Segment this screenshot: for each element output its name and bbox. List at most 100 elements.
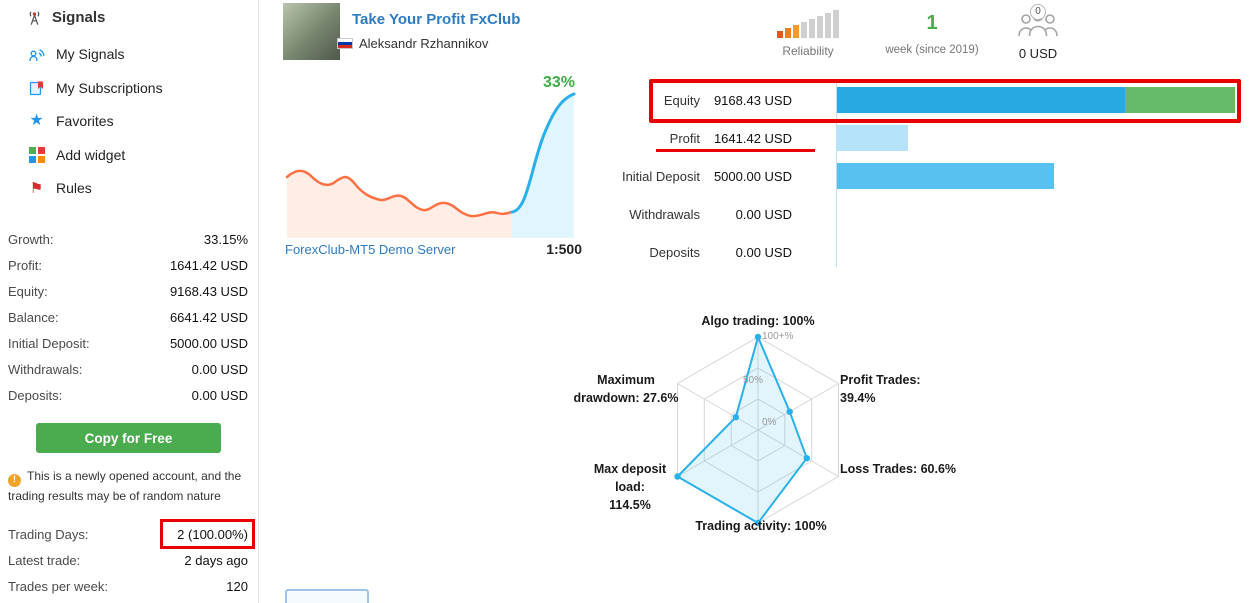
stat-label: Initial Deposit:: [8, 335, 90, 351]
hbar: [837, 125, 909, 151]
radar-ring-label-0: 0%: [762, 417, 777, 428]
stat-label: Trades per week:: [8, 578, 108, 594]
radar-ring-label-50: 50%: [743, 375, 764, 386]
sidebar-item-add-widget[interactable]: Add widget: [28, 144, 125, 166]
signals-antenna-icon: [26, 9, 43, 26]
sidebar-title-signals[interactable]: Signals: [26, 9, 105, 26]
stat-value: 0.00 USD: [191, 361, 248, 377]
author-name-link[interactable]: Aleksandr Rzhannikov: [359, 36, 489, 51]
add-widget-icon: [28, 147, 45, 164]
reliability-label: Reliability: [782, 44, 834, 58]
my-signals-icon: [28, 46, 45, 63]
favorites-star-icon: ★: [29, 112, 44, 129]
sidebar: Signals My Signals My Subscriptions ★ Fa…: [0, 0, 259, 603]
hbar-row: Withdrawals 0.00 USD: [600, 195, 1250, 233]
radar-label-trading-activity: Trading activity: 100%: [695, 519, 827, 533]
russia-flag-icon: [337, 38, 353, 49]
stat-value: 0.00 USD: [191, 387, 248, 403]
stat-value: 1641.42 USD: [169, 257, 248, 273]
my-subscriptions-icon: [28, 80, 45, 97]
sidebar-item-label: Add widget: [56, 147, 126, 163]
radar-label-line: Maximum: [597, 373, 655, 387]
bars-axis-line: [836, 83, 837, 267]
stat-value: 6641.42 USD: [169, 309, 248, 325]
sidebar-item-label: My Signals: [56, 46, 125, 62]
signal-age-block: 1 week (since 2019): [878, 12, 986, 56]
sidebar-title-label: Signals: [52, 9, 106, 26]
subscribers-block: 0 0 USD: [995, 4, 1081, 61]
stat-value: 2 days ago: [184, 552, 248, 568]
radar-label-line: Max deposit load:: [593, 462, 667, 495]
sidebar-item-rules[interactable]: ⚑ Rules: [28, 177, 92, 199]
bar-value: 1641.42 USD: [713, 130, 792, 146]
rules-flag-icon: ⚑: [29, 179, 44, 197]
radar-label-line: 39.4%: [840, 391, 876, 406]
stat-value: 2 (100.00%): [177, 526, 248, 542]
sidebar-item-my-signals[interactable]: My Signals: [28, 43, 124, 65]
signal-title-link[interactable]: Take Your Profit FxClub: [352, 11, 521, 28]
stat-row-deposits: Deposits: 0.00 USD: [8, 382, 248, 408]
bar-value: 0.00 USD: [735, 244, 792, 260]
subscribers-funds: 0 USD: [1018, 46, 1058, 61]
copy-for-free-button[interactable]: Copy for Free: [36, 423, 221, 453]
stat-label: Profit:: [8, 257, 42, 273]
stat-row-latest-trade: Latest trade: 2 days ago: [8, 547, 248, 573]
stat-row-trading-days: Trading Days: 2 (100.00%): [8, 521, 248, 547]
warning-icon: !: [8, 473, 21, 487]
sidebar-item-label: My Subscriptions: [56, 80, 163, 96]
radar-chart: [674, 333, 839, 527]
stat-label: Trading Days:: [8, 526, 89, 542]
hbar: [837, 163, 1054, 189]
hbar-row: Initial Deposit 5000.00 USD: [600, 157, 1250, 195]
hbar-row: Deposits 0.00 USD: [600, 233, 1250, 271]
radar-label-line: 114.5%: [609, 498, 651, 513]
bar-label: Profit: [669, 130, 700, 146]
hbar-row: Profit 1641.42 USD: [600, 119, 1250, 157]
hbar: [837, 87, 1235, 113]
sidebar-item-label: Rules: [56, 180, 92, 196]
stat-value: 5000.00 USD: [169, 335, 248, 351]
stat-label: Equity:: [8, 283, 48, 299]
bar-value: 9168.43 USD: [713, 92, 792, 108]
radar-label-line: Profit Trades:: [840, 373, 921, 387]
stat-row-equity: Equity: 9168.43 USD: [8, 278, 248, 304]
sidebar-item-label: Favorites: [56, 113, 114, 129]
stat-row-growth: Growth: 33.15%: [8, 226, 248, 252]
stat-row-initial-deposit: Initial Deposit: 5000.00 USD: [8, 330, 248, 356]
radar-label-algo-trading: Algo trading: 100%: [701, 314, 815, 328]
server-row: ForexClub-MT5 Demo Server 1:500: [285, 241, 582, 257]
growth-tab-partial[interactable]: [285, 589, 369, 603]
leverage-value: 1:500: [546, 241, 582, 257]
sidebar-item-my-subscriptions[interactable]: My Subscriptions: [28, 77, 163, 99]
bar-label: Initial Deposit: [621, 168, 700, 184]
radar-label-loss-trades: Loss Trades: 60.6%: [840, 462, 957, 476]
stat-label: Balance:: [8, 309, 59, 325]
subscribers-count-badge: 0: [1030, 4, 1046, 20]
broker-server-link[interactable]: ForexClub-MT5 Demo Server: [285, 241, 456, 257]
bar-label: Deposits: [649, 244, 700, 260]
stat-row-withdrawals: Withdrawals: 0.00 USD: [8, 356, 248, 382]
equity-bar-balance-segment: [837, 87, 1126, 113]
hbar-row: Equity 9168.43 USD: [600, 81, 1250, 119]
growth-sparkline-chart: [285, 92, 576, 238]
bar-value: 5000.00 USD: [713, 168, 792, 184]
signal-avatar-image[interactable]: [283, 3, 340, 60]
stat-label: Withdrawals:: [8, 361, 83, 377]
stat-row-profit: Profit: 1641.42 USD: [8, 252, 248, 278]
stat-label: Deposits:: [8, 387, 63, 403]
new-account-warning: ! This is a newly opened account, and the…: [8, 467, 254, 505]
radar-label-maximum-drawdown: Maximum drawdown: 27.6%: [566, 371, 686, 407]
radar-label-profit-trades: Profit Trades: 39.4%: [840, 371, 921, 407]
stat-row-trades-per-week: Trades per week: 120: [8, 573, 248, 599]
reliability-meter: Reliability: [772, 10, 844, 58]
equity-bar-profit-segment: [1125, 87, 1235, 113]
sidebar-item-favorites[interactable]: ★ Favorites: [28, 110, 114, 132]
stat-value: 9168.43 USD: [169, 283, 248, 299]
stat-row-balance: Balance: 6641.42 USD: [8, 304, 248, 330]
stat-value: 120: [226, 578, 248, 594]
radar-label-line: drawdown: 27.6%: [573, 391, 679, 406]
growth-percent-label: 33%: [543, 74, 576, 91]
author-row: Aleksandr Rzhannikov: [337, 36, 488, 51]
stat-label: Latest trade:: [8, 552, 81, 568]
